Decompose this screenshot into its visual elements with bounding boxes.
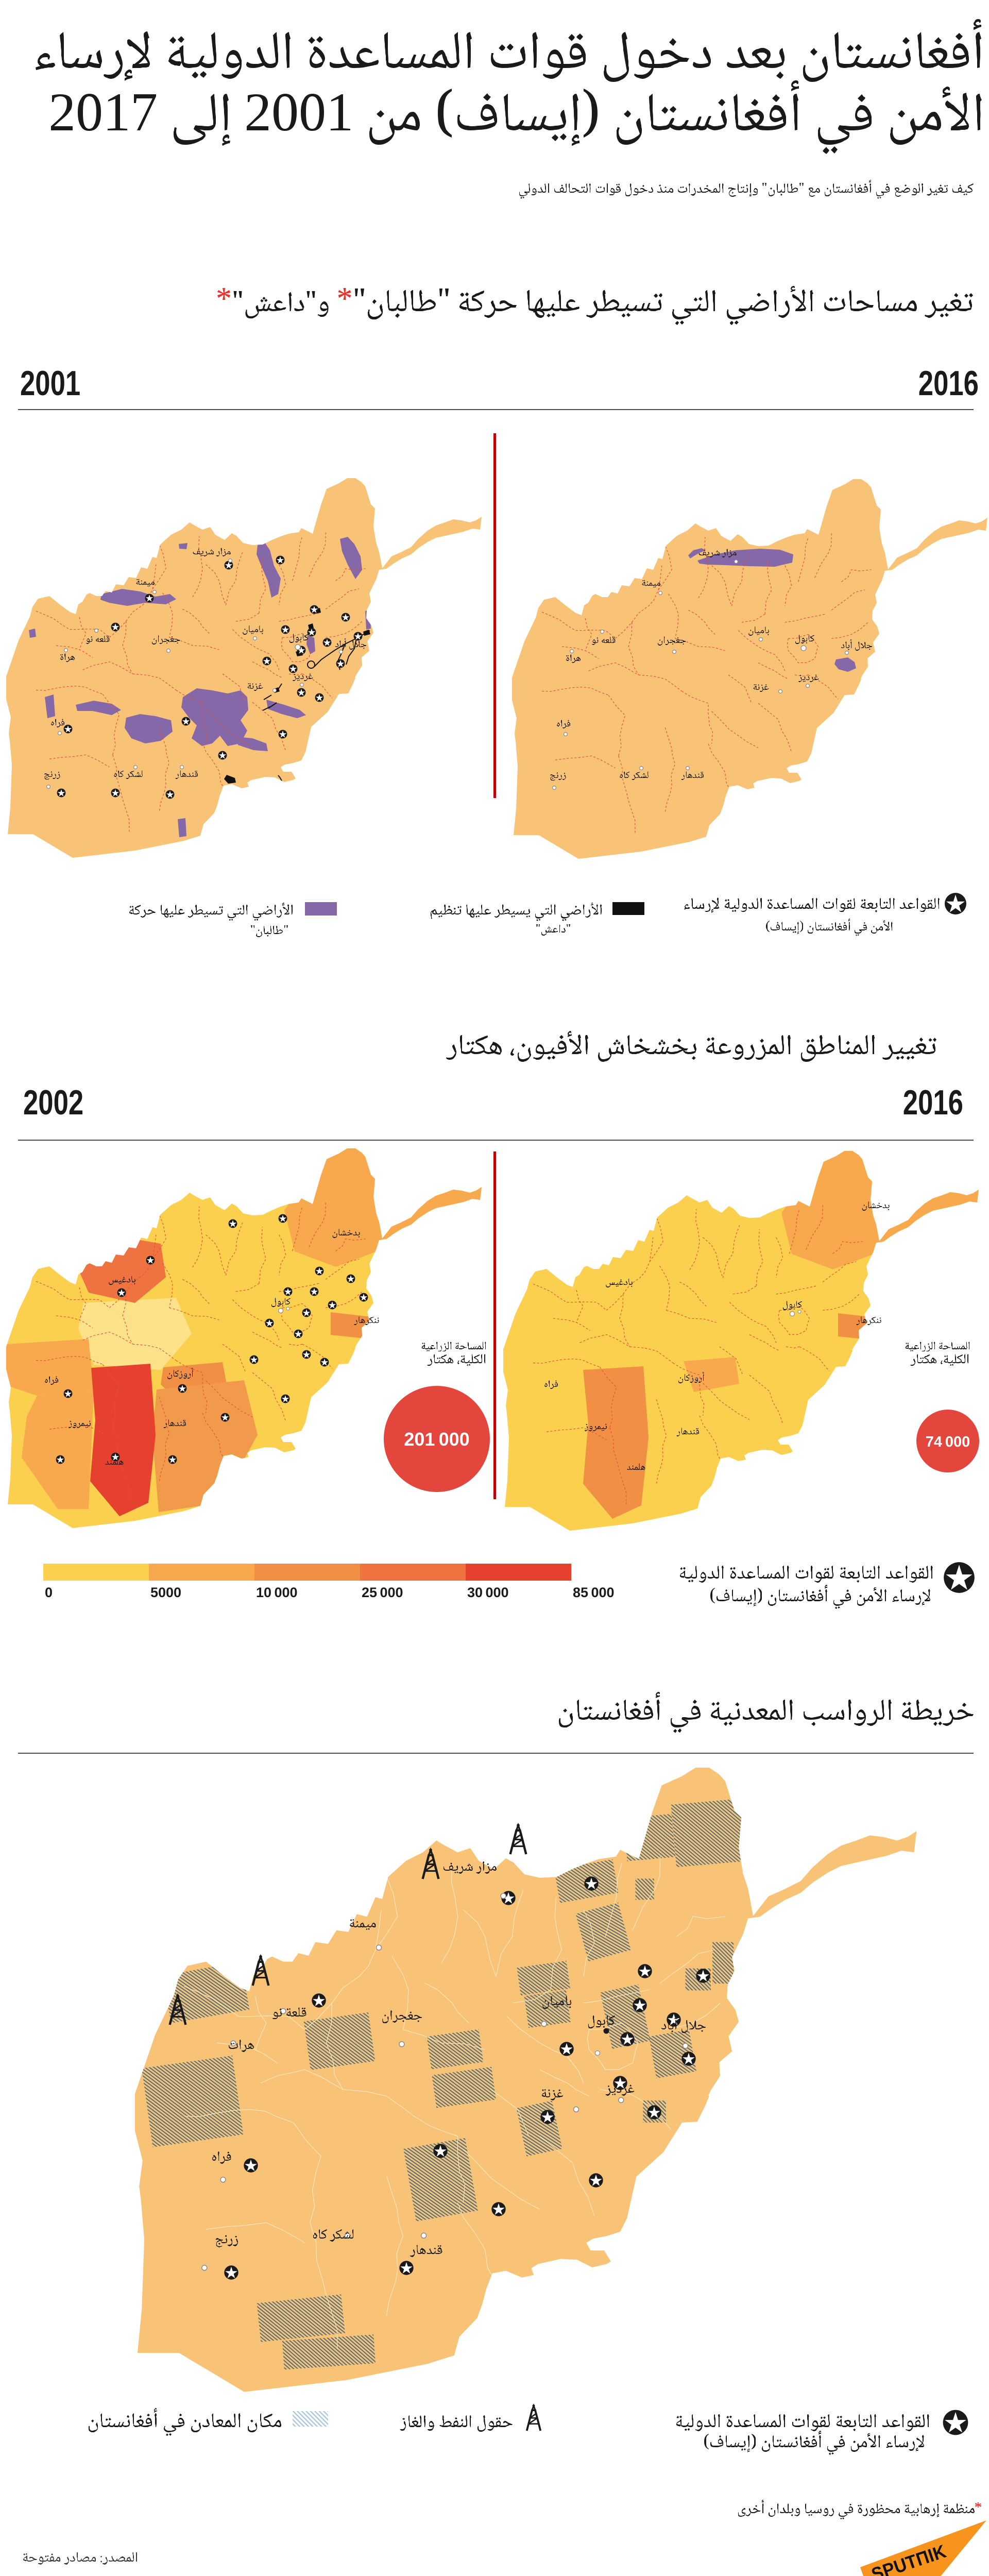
svg-text:2002: 2002 xyxy=(23,1083,83,1122)
svg-text:85 000: 85 000 xyxy=(573,1585,615,1600)
svg-text:10 000: 10 000 xyxy=(256,1585,298,1600)
svg-text:30 000: 30 000 xyxy=(467,1585,509,1600)
svg-text:74 000: 74 000 xyxy=(926,1434,970,1450)
svg-text:2016: 2016 xyxy=(918,364,979,403)
svg-text:201 000: 201 000 xyxy=(404,1429,469,1450)
svg-text:0: 0 xyxy=(45,1585,53,1600)
svg-text:2001: 2001 xyxy=(20,364,80,403)
svg-text:5000: 5000 xyxy=(150,1585,181,1600)
svg-text:25 000: 25 000 xyxy=(362,1585,403,1600)
svg-text:2016: 2016 xyxy=(903,1083,963,1122)
